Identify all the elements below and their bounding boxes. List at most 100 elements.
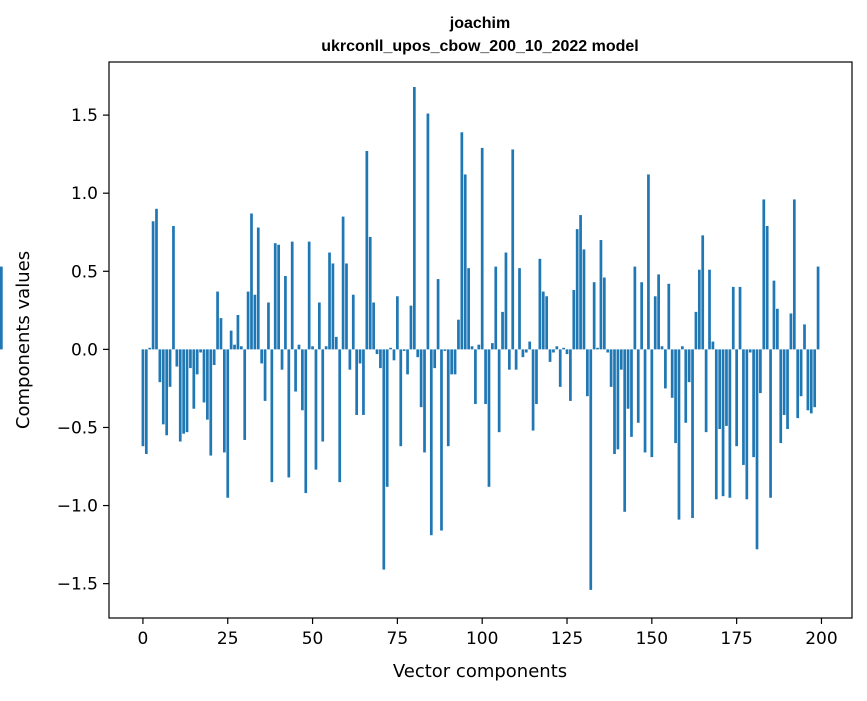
- bar: [477, 344, 481, 350]
- bar: [565, 349, 569, 355]
- bar: [776, 308, 779, 350]
- bar: [643, 349, 647, 453]
- bar: [331, 263, 335, 350]
- bar: [667, 283, 671, 350]
- bar: [657, 274, 660, 350]
- bar: [304, 349, 308, 494]
- bar: [345, 263, 348, 350]
- bar: [172, 225, 175, 350]
- bar: [684, 349, 688, 423]
- y-axis-label: Components values: [13, 251, 34, 429]
- bar: [708, 269, 711, 350]
- bar: [497, 349, 501, 433]
- bar: [355, 349, 359, 415]
- bar: [399, 349, 403, 447]
- bar: [151, 221, 155, 350]
- bar: [202, 349, 206, 403]
- bar: [222, 349, 226, 453]
- bar: [579, 215, 582, 350]
- bar: [239, 346, 243, 350]
- bar: [209, 349, 213, 456]
- bar: [494, 266, 498, 350]
- bar: [426, 113, 430, 350]
- bar: [321, 349, 325, 442]
- bar: [507, 349, 511, 370]
- bar: [273, 243, 277, 350]
- chart-subtitle: ukrconll_upos_cbow_200_10_2022 model: [321, 38, 638, 55]
- bar: [809, 349, 813, 414]
- bar: [446, 349, 450, 447]
- bar: [195, 349, 199, 375]
- bar: [0, 266, 3, 350]
- bar: [518, 268, 521, 350]
- bar: [144, 349, 148, 455]
- bar: [633, 266, 637, 350]
- bar: [535, 349, 538, 405]
- y-tick-label: 1.0: [71, 184, 98, 204]
- bar: [372, 302, 375, 350]
- x-axis-label: Vector components: [393, 661, 567, 682]
- bar: [681, 346, 684, 350]
- bar: [514, 349, 518, 370]
- bar: [243, 349, 247, 440]
- bar: [334, 336, 338, 350]
- bar: [280, 349, 284, 370]
- bar: [738, 286, 742, 350]
- bar: [290, 241, 294, 350]
- bar: [755, 349, 759, 550]
- bar: [267, 302, 270, 350]
- bar: [596, 347, 599, 350]
- bar: [545, 296, 549, 350]
- bar: [178, 349, 182, 442]
- bar: [619, 349, 623, 370]
- x-tick-label: 200: [805, 629, 837, 649]
- bar: [155, 208, 158, 350]
- bar: [528, 341, 532, 350]
- bar: [270, 349, 274, 483]
- bar: [429, 349, 433, 536]
- x-tick-label: 100: [466, 629, 498, 649]
- bar: [792, 199, 796, 350]
- bar: [229, 330, 233, 350]
- bar: [697, 269, 701, 350]
- bar: [365, 151, 369, 350]
- x-tick-label: 75: [387, 629, 409, 649]
- bar: [640, 282, 644, 350]
- bar: [650, 349, 654, 458]
- y-axis: −1.5 −1.0 −0.5 0.0 0.5 1.0 1.5: [57, 106, 109, 595]
- bar: [575, 229, 579, 350]
- bar: [412, 86, 416, 350]
- bar: [284, 275, 287, 350]
- bar: [714, 349, 718, 500]
- bar: [368, 236, 372, 350]
- x-tick-label: 150: [636, 629, 668, 649]
- bar: [185, 349, 189, 433]
- bar: [772, 280, 776, 350]
- bar: [480, 147, 484, 350]
- bar: [141, 349, 145, 447]
- bar: [362, 349, 365, 415]
- bar: [786, 349, 789, 430]
- x-tick-label: 50: [302, 629, 324, 649]
- bar: [212, 349, 216, 365]
- bar: [189, 349, 192, 369]
- bar: [260, 349, 264, 364]
- bar: [752, 349, 755, 458]
- bar: [382, 349, 386, 570]
- bar: [728, 349, 732, 498]
- bar: [803, 324, 806, 350]
- bar: [263, 349, 267, 401]
- bar: [592, 282, 596, 350]
- bar: [674, 349, 677, 444]
- bar: [538, 258, 542, 350]
- bar: [256, 227, 260, 350]
- bar: [389, 347, 392, 350]
- bar: [711, 341, 715, 350]
- bar: [148, 347, 152, 350]
- bar: [670, 349, 674, 398]
- bar: [219, 318, 223, 350]
- x-axis: 0 25 50 75 100 125 150 175 200: [138, 618, 838, 649]
- bar: [589, 349, 593, 590]
- bar: [199, 349, 202, 353]
- bar: [762, 199, 766, 350]
